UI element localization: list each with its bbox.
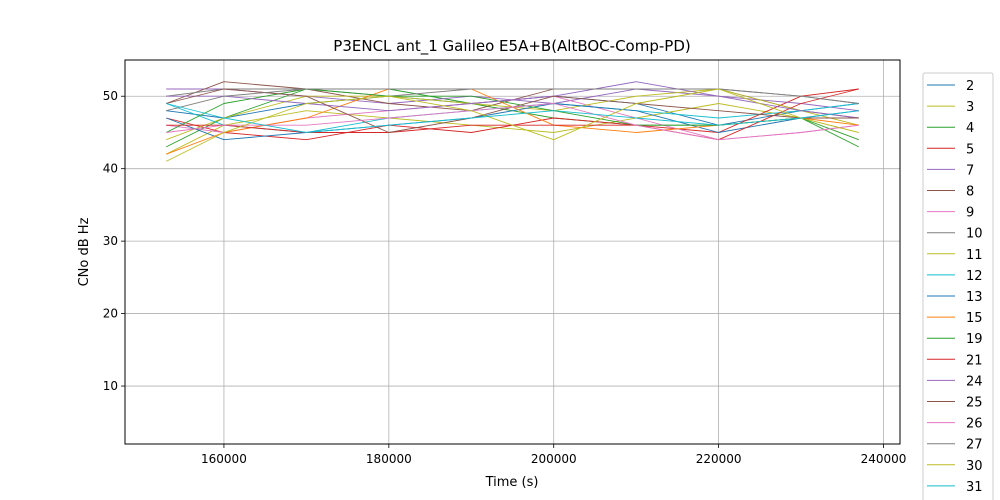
x-axis-label: Time (s) xyxy=(485,475,539,490)
series-line-31 xyxy=(166,103,859,133)
y-axis: 10 20 30 40 50 xyxy=(103,89,125,393)
x-tick-label: 160000 xyxy=(201,452,247,466)
y-tick-label: 20 xyxy=(103,307,118,321)
legend-label: 25 xyxy=(966,396,983,411)
y-tick-label: 40 xyxy=(103,162,118,176)
legend-label: 19 xyxy=(966,332,983,347)
series-line-27 xyxy=(166,88,859,112)
legend-label: 5 xyxy=(966,142,974,157)
legend-label: 13 xyxy=(966,290,983,305)
legend-label: 11 xyxy=(966,248,983,263)
chart-title: P3ENCL ant_1 Galileo E5A+B(AltBOC-Comp-P… xyxy=(333,37,690,56)
legend-label: 27 xyxy=(966,438,983,453)
legend-label: 31 xyxy=(966,480,983,495)
legend: 2 3 4 5 7 8 9 10 11 12 13 15 19 21 24 25 26 27 30 31 xyxy=(922,72,994,500)
legend-label: 9 xyxy=(966,206,974,221)
y-tick-label: 50 xyxy=(103,89,118,103)
y-axis-label: CNo dB Hz xyxy=(77,217,92,286)
x-tick-label: 220000 xyxy=(696,452,742,466)
legend-label: 4 xyxy=(966,121,974,136)
series-line-13 xyxy=(166,103,859,141)
series-line-30 xyxy=(165,88,859,162)
legend-label: 3 xyxy=(966,100,974,115)
legend-label: 12 xyxy=(966,269,983,284)
legend-label: 10 xyxy=(966,227,983,242)
legend-label: 7 xyxy=(966,163,974,178)
legend-label: 26 xyxy=(966,417,983,432)
legend-label: 21 xyxy=(966,353,983,368)
series-layer xyxy=(165,81,860,162)
y-tick-label: 30 xyxy=(103,234,118,248)
legend-frame xyxy=(922,72,994,500)
legend-label: 15 xyxy=(966,311,983,326)
legend-label: 8 xyxy=(966,185,974,200)
grid-lines xyxy=(125,60,900,444)
plot-frame xyxy=(124,59,901,445)
y-tick-label: 10 xyxy=(103,379,118,393)
x-tick-label: 200000 xyxy=(531,452,577,466)
x-tick-label: 240000 xyxy=(861,452,907,466)
legend-label: 30 xyxy=(966,459,983,474)
x-axis: 160000 180000 200000 220000 240000 xyxy=(201,444,906,466)
legend-label: 24 xyxy=(966,374,983,389)
x-tick-label: 180000 xyxy=(366,452,412,466)
legend-label: 2 xyxy=(966,79,974,94)
